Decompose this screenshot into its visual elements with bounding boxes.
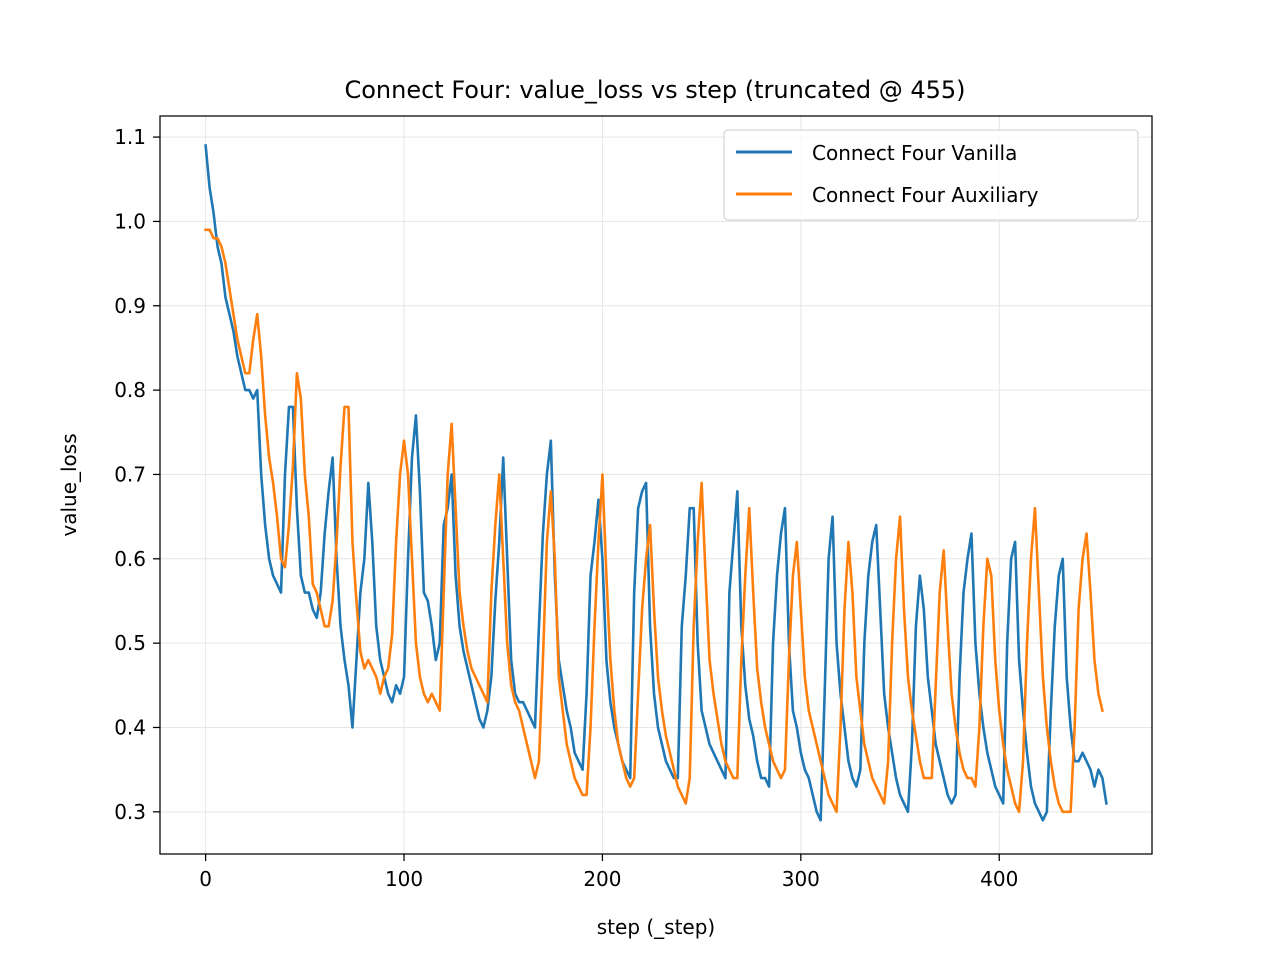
y-tick-label: 0.3 [114, 800, 146, 824]
plot-frame [159, 115, 1153, 855]
y-tick-label: 0.9 [114, 294, 146, 318]
y-tick-label: 1.0 [114, 209, 146, 233]
y-tick-label: 0.7 [114, 462, 146, 486]
legend: Connect Four Vanilla Connect Four Auxili… [723, 129, 1139, 221]
plot-area [160, 116, 1152, 854]
x-tick-label: 100 [385, 867, 423, 891]
y-tick-label: 0.8 [114, 378, 146, 402]
y-tick-label: 0.5 [114, 631, 146, 655]
chart-title: Connect Four: value_loss vs step (trunca… [344, 76, 965, 104]
series-layer [204, 144, 1108, 822]
x-tick-label: 300 [782, 867, 820, 891]
legend-box [723, 129, 1139, 221]
x-axis-label: step (_step) [597, 915, 716, 939]
series-line-auxiliary [204, 228, 1104, 814]
y-axis: 0.3 0.4 0.5 0.6 0.7 0.8 0.9 1.0 1.1 [114, 125, 160, 824]
y-axis-label: value_loss [57, 433, 81, 536]
x-tick-label: 0 [199, 867, 212, 891]
x-tick-label: 200 [583, 867, 621, 891]
y-tick-label: 0.6 [114, 547, 146, 571]
y-tick-label: 0.4 [114, 715, 146, 739]
legend-label-auxiliary: Connect Four Auxiliary [812, 183, 1039, 207]
y-tick-label: 1.1 [114, 125, 146, 149]
x-axis: 0 100 200 300 400 [199, 854, 1018, 891]
legend-label-vanilla: Connect Four Vanilla [812, 141, 1017, 165]
series-line-vanilla [204, 144, 1108, 822]
x-tick-label: 400 [980, 867, 1018, 891]
